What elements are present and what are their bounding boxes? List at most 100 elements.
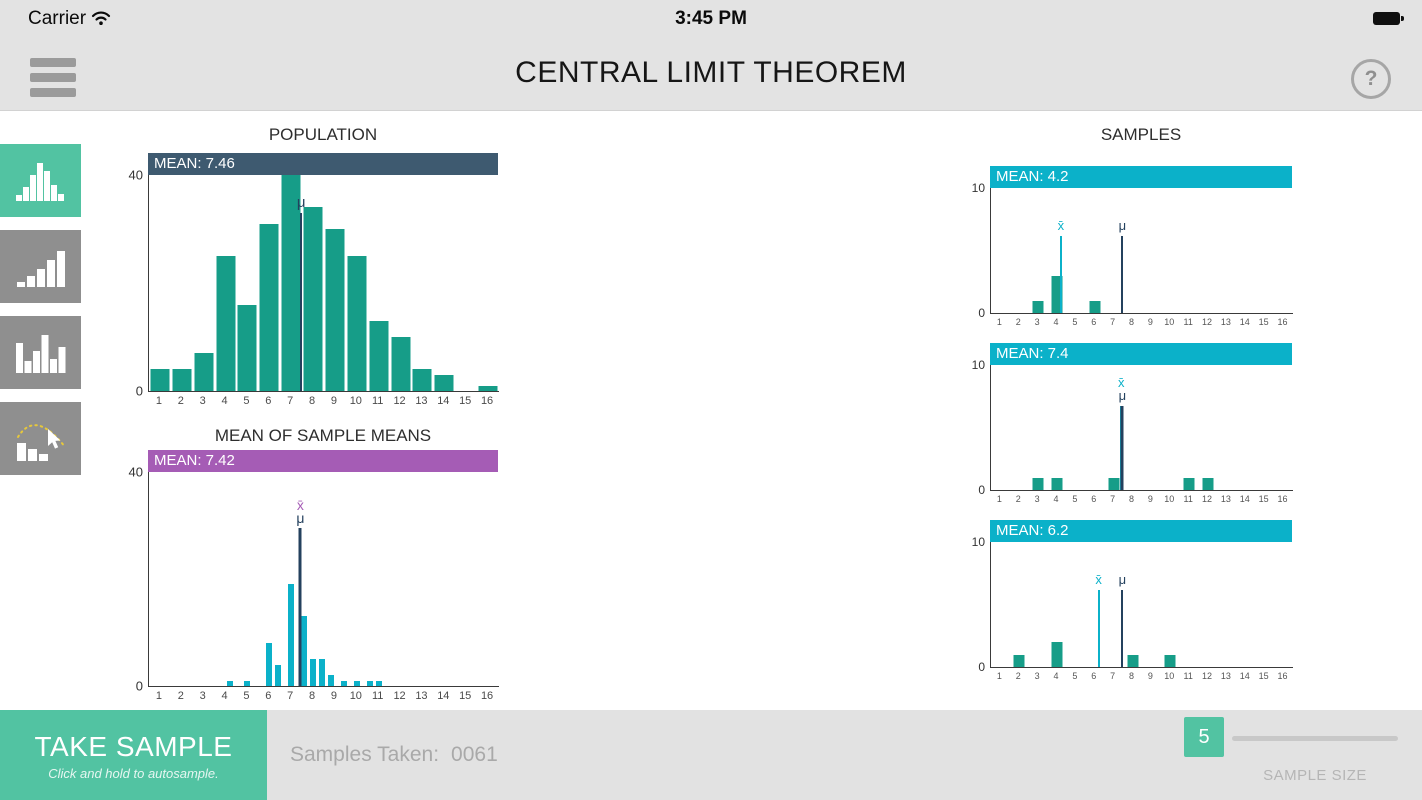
sample-chart-1: MEAN: 4.2 10 0 x̄ μ 1 2 3 4 5 6 7 8 9 10 11 12 13 14 15 16 xyxy=(962,166,1293,328)
x-tick-label: 10 xyxy=(1164,671,1175,681)
x-tick-label: 11 xyxy=(371,395,384,407)
mean-marker-line xyxy=(1121,235,1124,313)
bar xyxy=(150,369,170,391)
x-tick-label: 12 xyxy=(1202,317,1213,327)
bar xyxy=(434,374,454,391)
bar xyxy=(310,659,317,686)
mean-marker-label: x̄ xyxy=(1095,571,1102,587)
x-tick-label: 15 xyxy=(1258,317,1269,327)
x-tick-label: 7 xyxy=(1110,317,1116,327)
x-tick-label: 14 xyxy=(1239,494,1250,504)
menu-button[interactable] xyxy=(30,58,76,103)
x-tick-label: 8 xyxy=(309,395,316,407)
wifi-icon xyxy=(91,11,111,25)
sample-size-slider-handle[interactable]: 5 xyxy=(1184,717,1224,757)
sample-chart-2: MEAN: 7.4 10 0 x̄ μ 1 2 3 4 5 6 7 8 9 10 11 12 13 14 15 16 xyxy=(962,343,1293,505)
x-tick-label: 4 xyxy=(1053,317,1059,327)
x-tick-label: 14 xyxy=(1239,317,1250,327)
x-tick-label: 6 xyxy=(1091,671,1097,681)
x-tick-label: 12 xyxy=(1202,671,1213,681)
sample-size-value: 5 xyxy=(1198,726,1210,748)
bar xyxy=(281,175,301,391)
y-tick-label: 10 xyxy=(971,358,985,372)
x-tick-label: 9 xyxy=(1147,494,1153,504)
x-tick-label: 5 xyxy=(1072,317,1078,327)
bar xyxy=(325,229,345,391)
help-button[interactable]: ? xyxy=(1351,59,1391,99)
sample-means-mean-badge: MEAN: 7.42 xyxy=(148,450,498,472)
x-tick-label: 13 xyxy=(1220,317,1231,327)
bar xyxy=(369,320,389,391)
normal-histogram-icon xyxy=(15,162,64,201)
sample-3-x-axis-labels: 1 2 3 4 5 6 7 8 9 10 11 12 13 14 15 16 xyxy=(990,670,1292,682)
bar xyxy=(1051,275,1063,313)
x-tick-label: 3 xyxy=(199,395,206,407)
population-mean-badge: MEAN: 7.46 xyxy=(148,153,498,175)
x-tick-label: 6 xyxy=(1091,494,1097,504)
mean-marker-line xyxy=(1097,589,1100,667)
bar xyxy=(1164,654,1176,667)
mean-marker-label: x̄ xyxy=(1117,375,1125,391)
mean-marker-label: μ xyxy=(1118,571,1127,587)
x-tick-label: 9 xyxy=(330,690,337,702)
samples-taken-value: 0061 xyxy=(451,743,498,766)
bar xyxy=(478,385,498,391)
sidebar-item-custom-distribution[interactable] xyxy=(0,402,81,475)
x-tick-label: 15 xyxy=(459,690,472,702)
x-tick-label: 13 xyxy=(415,395,428,407)
sample-means-chart: MEAN OF SAMPLE MEANS MEAN: 7.42 40 0 x̄ μ 1… xyxy=(120,424,499,704)
x-tick-label: 16 xyxy=(1277,494,1288,504)
mean-marker-label: x̄ xyxy=(1057,217,1065,233)
x-tick-label: 1 xyxy=(996,671,1002,681)
bar xyxy=(391,337,411,391)
bar xyxy=(327,675,334,686)
x-tick-label: 11 xyxy=(1183,317,1193,327)
population-chart: POPULATION MEAN: 7.46 40 0 μ 1 2 3 4 5 6 7 8 9 10 11… xyxy=(120,123,499,409)
sample-3-mean-badge: MEAN: 6.2 xyxy=(990,520,1292,542)
x-tick-label: 2 xyxy=(177,690,184,702)
random-histogram-icon xyxy=(15,334,65,373)
sidebar-item-skewed-distribution[interactable] xyxy=(0,230,81,303)
bar xyxy=(226,680,233,686)
bar xyxy=(237,304,257,391)
sample-means-x-axis-labels: 1 2 3 4 5 6 7 8 9 10 11 12 13 14 15 16 xyxy=(148,689,498,704)
bar xyxy=(1127,654,1139,667)
sidebar-item-normal-distribution[interactable] xyxy=(0,144,81,217)
x-tick-label: 2 xyxy=(1015,671,1021,681)
bar xyxy=(194,353,214,391)
x-tick-label: 14 xyxy=(1239,671,1250,681)
x-tick-label: 16 xyxy=(480,395,494,407)
sidebar-item-random-distribution[interactable] xyxy=(0,316,81,389)
bar xyxy=(1183,477,1195,490)
x-tick-label: 14 xyxy=(437,690,450,702)
y-tick-label: 0 xyxy=(135,678,143,694)
sample-3-plot: 10 0 x̄ μ xyxy=(972,535,1293,674)
x-tick-label: 8 xyxy=(1129,494,1135,504)
bar xyxy=(366,680,373,686)
sample-1-x-axis-labels: 1 2 3 4 5 6 7 8 9 10 11 12 13 14 15 16 xyxy=(990,316,1292,328)
x-tick-label: 2 xyxy=(177,395,184,407)
bar xyxy=(266,643,273,686)
x-tick-label: 13 xyxy=(1220,494,1231,504)
sample-size-slider-track[interactable] xyxy=(1232,736,1398,741)
sample-1-mean-badge: MEAN: 4.2 xyxy=(990,166,1292,188)
y-tick-label: 40 xyxy=(128,167,143,183)
carrier-label: Carrier xyxy=(28,8,87,29)
x-tick-label: 10 xyxy=(1164,494,1175,504)
x-tick-label: 8 xyxy=(309,690,316,702)
bar xyxy=(216,256,236,391)
samples-taken-label: Samples Taken: xyxy=(290,743,440,766)
bar xyxy=(1089,300,1101,313)
x-tick-label: 13 xyxy=(415,690,428,702)
x-tick-label: 2 xyxy=(1015,317,1021,327)
bar xyxy=(275,664,282,686)
bar xyxy=(1108,477,1120,490)
mean-marker-line xyxy=(300,212,303,391)
take-sample-button[interactable]: TAKE SAMPLE Click and hold to autosample… xyxy=(0,710,267,800)
mean-marker-label: μ xyxy=(1118,217,1127,233)
x-tick-label: 7 xyxy=(1110,671,1116,681)
take-sample-label: TAKE SAMPLE xyxy=(34,731,233,762)
menu-bar-line xyxy=(30,88,76,97)
x-tick-label: 11 xyxy=(371,690,384,702)
